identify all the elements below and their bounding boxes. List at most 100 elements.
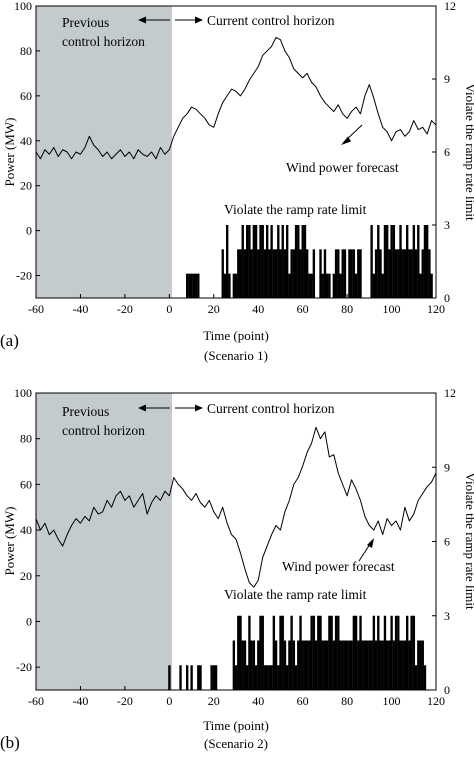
x-tick-label: 60 [297,694,309,708]
violation-bar [306,249,309,298]
violation-bar [314,640,318,690]
x-tick-label: -40 [72,302,88,316]
violation-bar [417,640,420,690]
violation-bar [241,640,244,690]
violation-bar [330,615,333,690]
violation-bar [283,249,287,298]
violation-bar [426,225,429,298]
violation-bar [263,665,267,690]
violation-bar [350,249,353,298]
violation-bar [370,225,373,298]
y-tick-label-right: 12 [444,386,456,400]
y-axis-label-left: Power (MW) [2,507,17,576]
x-tick-label: 0 [166,694,172,708]
violation-bar [301,225,304,298]
shaded-previous-horizon [36,393,172,690]
scenario-label: (Scenario 1) [204,348,268,363]
violation-bar [334,249,338,298]
violation-bar [168,665,171,690]
axis-layer: -60 -40 -20 0 20 40 60 80 100 120 -20 0 20 40 60 80 100 0… [14,0,456,316]
violation-bar [352,615,356,690]
violation-bar [270,665,273,690]
x-tick-label: 120 [427,302,445,316]
x-tick-label: 120 [427,694,445,708]
violation-bar [361,640,364,690]
violation-bar [403,640,407,690]
violation-bar [388,640,391,690]
violation-bar [254,225,258,298]
violation-bar [408,249,411,298]
violation-bar [226,225,229,298]
y-tick-label-left: 40 [20,134,32,148]
x-tick-label: 40 [252,302,264,316]
y-tick-label-left: 80 [20,44,32,58]
x-tick-label: -60 [28,694,44,708]
violation-bar [186,665,189,690]
violation-bar [392,640,396,690]
violation-bar [268,249,271,298]
violation-bar [354,615,358,690]
y-tick-label-left: -20 [16,660,32,674]
violation-bar [379,249,382,298]
violation-bar [281,615,284,690]
arrow-right-head [195,404,203,412]
violation-bar [277,665,280,690]
x-tick-label: -60 [28,302,44,316]
violation-bar [392,225,396,298]
violation-bar [308,273,311,298]
x-tick-label: 60 [297,302,309,316]
violation-bar [334,615,338,690]
violation-bar [428,249,431,298]
violation-bar [261,615,264,690]
y-tick-label-left: 60 [20,89,32,103]
violation-bar [430,273,433,298]
scenario-label: (Scenario 2) [204,736,268,751]
violation-bar [194,273,198,298]
violation-bar [339,640,342,690]
axis-layer: -60 -40 -20 0 20 40 60 80 100 120 -20 0 20 40 60 80 100 0… [14,386,456,708]
x-axis-label: Time (point) [203,328,269,343]
violation-bar [270,225,273,298]
y-tick-label-right: 6 [444,535,450,549]
violation-bar [319,615,322,690]
y-tick-label-right: 0 [444,683,450,697]
x-tick-label: -20 [117,302,133,316]
violation-bar [406,225,409,298]
violation-bar [246,225,249,298]
violation-bar [381,640,384,690]
violation-bar [257,249,260,298]
violation-bar [257,640,260,690]
violation-bar [401,640,404,690]
violation-bar [266,665,269,690]
violation-bar [348,249,351,298]
violation-bar [397,615,400,690]
y-tick-label-left: 100 [14,386,32,400]
violation-bar [250,249,253,298]
annotation-violate: Violate the ramp rate limit [224,587,367,602]
violation-bar [332,640,336,690]
violation-bar [221,249,224,298]
forecast-arrow-head [341,136,351,145]
y-tick-label-right: 9 [444,72,450,86]
violation-bar [303,225,307,298]
violation-bar [308,640,311,690]
violation-bar [423,665,427,690]
violation-bar [234,665,238,690]
y-axis-label-right: Violate the ramp rate limit [463,472,474,610]
violation-bar [246,665,249,690]
annotation-previous-line1: Previous [62,404,109,419]
violation-bar [223,273,227,298]
panel-label: (a) [0,331,19,350]
x-tick-label: 40 [252,694,264,708]
violation-bar [259,225,262,298]
violation-bar [363,640,367,690]
chart-panel-a: -60 -40 -20 0 20 40 60 80 100 120 -20 0 20 40 60 80 100 0… [0,0,474,376]
violation-bar [310,273,313,298]
violation-bar [377,615,380,690]
violation-bar [341,640,344,690]
y-tick-label-left: 40 [20,523,32,537]
violation-bar [197,665,200,690]
violation-bar [366,640,369,690]
violation-bar [232,273,236,298]
violation-bar [312,615,316,690]
